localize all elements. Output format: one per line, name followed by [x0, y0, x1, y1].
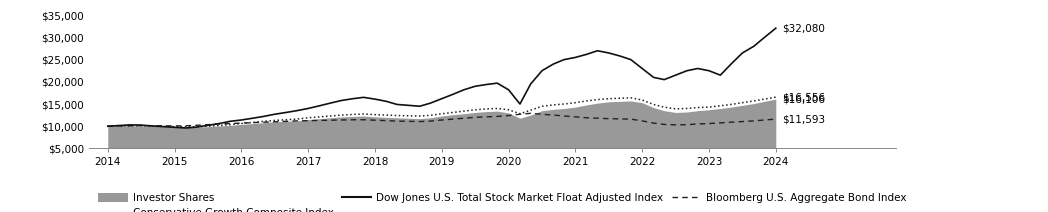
Text: $32,080: $32,080 — [783, 23, 826, 33]
Legend: Investor Shares, Conservative Growth Composite Index, Dow Jones U.S. Total Stock: Investor Shares, Conservative Growth Com… — [94, 189, 911, 212]
Text: $16,556: $16,556 — [783, 92, 826, 102]
Text: $16,106: $16,106 — [783, 94, 826, 104]
Text: $11,593: $11,593 — [783, 114, 826, 124]
